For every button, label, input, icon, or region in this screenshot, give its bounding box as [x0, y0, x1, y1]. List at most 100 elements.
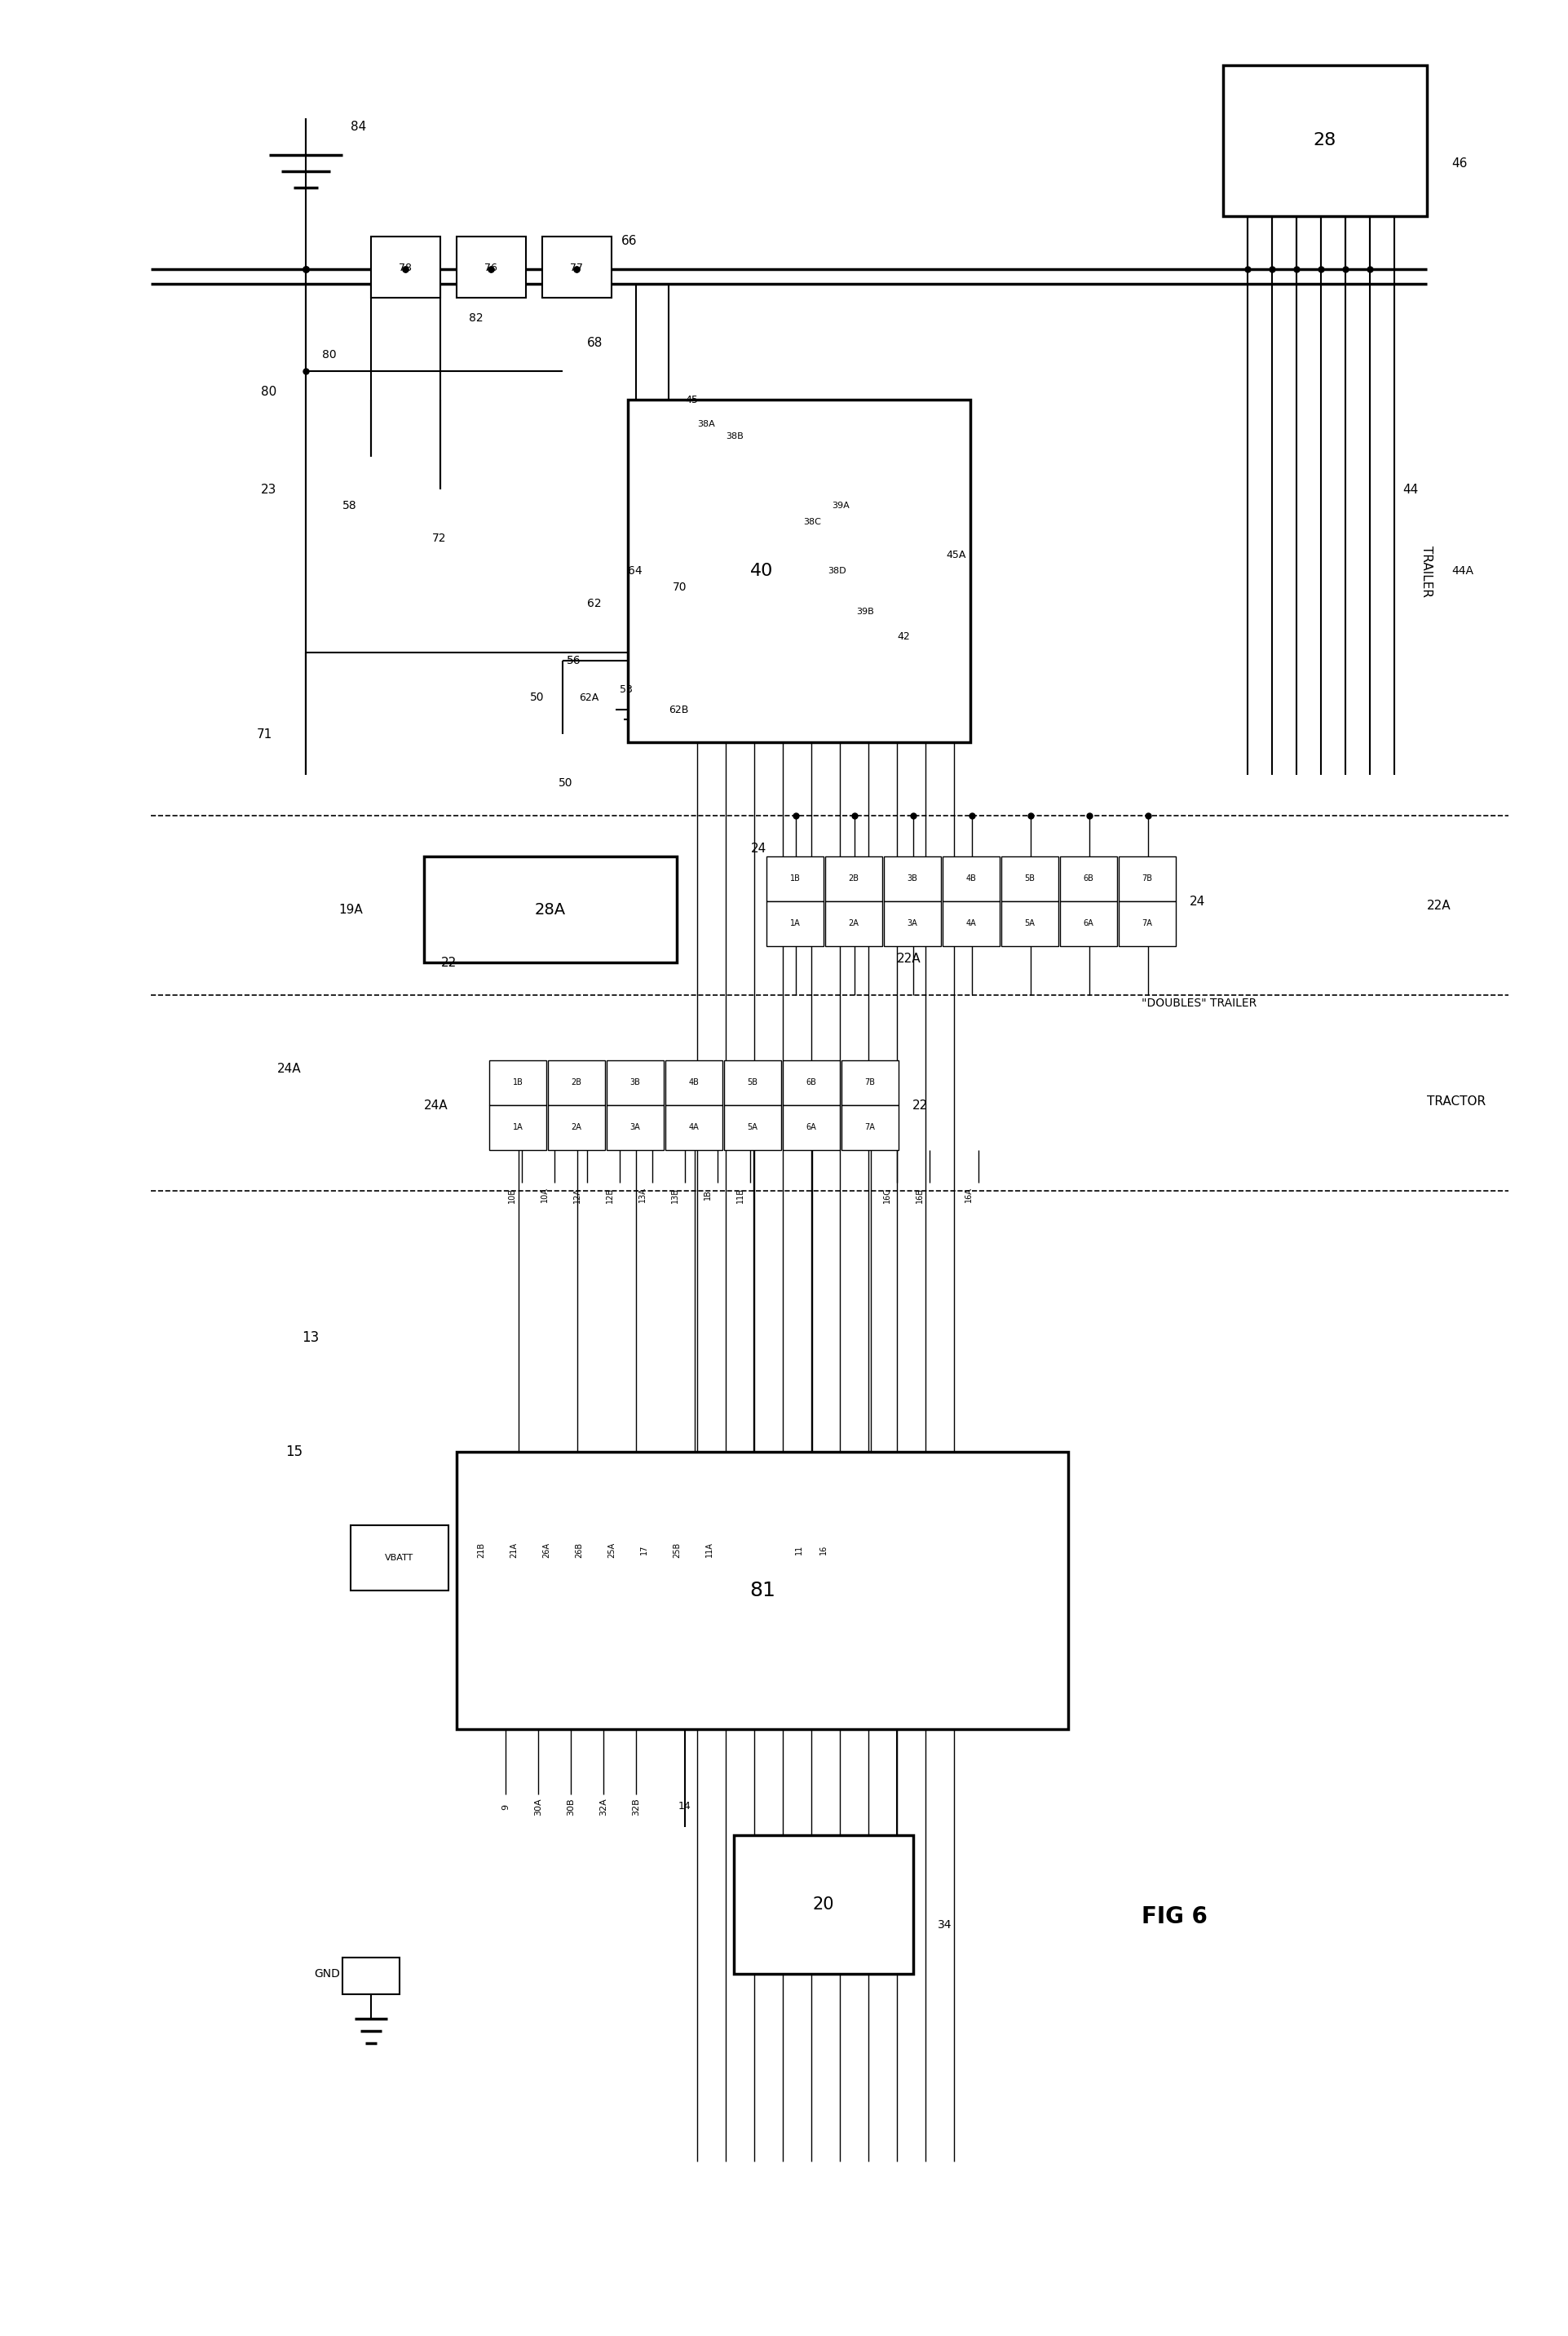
Bar — [840, 1061, 898, 1105]
Text: 26A: 26A — [543, 1542, 550, 1558]
Bar — [1060, 902, 1116, 946]
Bar — [724, 1105, 781, 1149]
Text: 16B: 16B — [916, 1187, 924, 1203]
Text: 28: 28 — [1312, 133, 1336, 150]
Text: 56: 56 — [566, 654, 580, 666]
Bar — [456, 236, 525, 297]
Text: 28A: 28A — [535, 902, 566, 918]
Text: 30B: 30B — [566, 1799, 574, 1815]
Text: 13A: 13A — [638, 1187, 646, 1203]
Bar — [942, 902, 999, 946]
Text: 17: 17 — [640, 1544, 648, 1556]
Text: 24A: 24A — [423, 1098, 448, 1112]
Text: 22: 22 — [441, 955, 456, 969]
Text: 44A: 44A — [1450, 565, 1472, 577]
Bar — [489, 1061, 546, 1105]
Bar — [370, 236, 441, 297]
Text: 44: 44 — [1402, 484, 1417, 495]
Text: 50: 50 — [530, 691, 544, 703]
Bar — [489, 1105, 546, 1149]
Text: 46: 46 — [1450, 157, 1466, 168]
Text: 7A: 7A — [864, 1124, 875, 1131]
Text: 40: 40 — [750, 563, 773, 579]
Text: FIG 6: FIG 6 — [1142, 1906, 1207, 1927]
Bar — [883, 857, 941, 902]
Text: 50: 50 — [558, 778, 572, 790]
Text: 1B: 1B — [513, 1079, 522, 1086]
Bar — [543, 236, 612, 297]
Bar — [782, 1061, 839, 1105]
Text: 45: 45 — [685, 395, 698, 404]
Bar — [767, 857, 823, 902]
Text: TRACTOR: TRACTOR — [1427, 1096, 1485, 1107]
Bar — [767, 902, 823, 946]
Text: 7A: 7A — [1142, 920, 1152, 927]
Text: 78: 78 — [398, 262, 411, 273]
Text: 21B: 21B — [477, 1542, 485, 1558]
Text: 11A: 11A — [706, 1542, 713, 1558]
Text: 3B: 3B — [906, 874, 917, 883]
Text: 1A: 1A — [513, 1124, 522, 1131]
Text: 10B: 10B — [508, 1187, 516, 1203]
Text: 62: 62 — [586, 598, 601, 610]
Text: 3B: 3B — [630, 1079, 640, 1086]
Bar — [342, 1958, 400, 1995]
Bar — [825, 857, 881, 902]
Bar — [1118, 902, 1174, 946]
Text: 70: 70 — [673, 582, 687, 593]
Text: 24: 24 — [1189, 895, 1204, 906]
Bar — [782, 1105, 839, 1149]
Text: 76: 76 — [485, 262, 497, 273]
Text: 2B: 2B — [848, 874, 859, 883]
Text: 80: 80 — [260, 385, 276, 397]
Text: 16: 16 — [818, 1544, 828, 1556]
Text: 32A: 32A — [599, 1799, 607, 1815]
Text: 3A: 3A — [906, 920, 917, 927]
Text: 1B: 1B — [704, 1189, 712, 1201]
Text: 14: 14 — [677, 1801, 691, 1813]
Text: 12B: 12B — [605, 1187, 613, 1203]
Text: 7B: 7B — [864, 1079, 875, 1086]
Text: 34: 34 — [938, 1920, 952, 1930]
Bar — [423, 857, 676, 962]
Text: 71: 71 — [257, 729, 273, 741]
Text: 72: 72 — [431, 533, 447, 544]
Text: 22: 22 — [913, 1098, 928, 1112]
Text: 25A: 25A — [607, 1542, 615, 1558]
Bar — [665, 1061, 721, 1105]
Text: 23: 23 — [260, 484, 276, 495]
Bar — [1223, 65, 1427, 217]
Bar — [665, 1105, 721, 1149]
Text: 19A: 19A — [339, 904, 362, 916]
Text: 62A: 62A — [579, 691, 599, 703]
Text: 11: 11 — [795, 1544, 803, 1556]
Text: 81: 81 — [750, 1581, 775, 1600]
Text: 66: 66 — [621, 234, 637, 248]
Text: 21A: 21A — [510, 1542, 517, 1558]
Bar — [350, 1525, 448, 1591]
Text: 45A: 45A — [946, 549, 966, 561]
Text: 13B: 13B — [671, 1187, 679, 1203]
Text: 26B: 26B — [574, 1542, 583, 1558]
Bar — [1000, 902, 1058, 946]
Text: 5A: 5A — [746, 1124, 757, 1131]
Text: GND: GND — [314, 1969, 340, 1979]
Text: 38C: 38C — [803, 519, 820, 526]
Text: 42: 42 — [897, 631, 909, 642]
Text: 1A: 1A — [789, 920, 800, 927]
Text: 3A: 3A — [630, 1124, 640, 1131]
Text: 15: 15 — [285, 1444, 303, 1460]
Bar — [724, 1061, 781, 1105]
Text: 10A: 10A — [541, 1187, 549, 1203]
Text: 11B: 11B — [735, 1187, 745, 1203]
Text: 4B: 4B — [966, 874, 975, 883]
Text: 38D: 38D — [828, 568, 845, 575]
Text: 2B: 2B — [571, 1079, 582, 1086]
Text: 7B: 7B — [1142, 874, 1152, 883]
Text: 20: 20 — [812, 1897, 834, 1913]
Text: 24A: 24A — [278, 1063, 301, 1075]
Text: 53: 53 — [619, 684, 632, 694]
Text: 80: 80 — [321, 348, 336, 360]
Bar — [883, 902, 941, 946]
Text: 38A: 38A — [696, 420, 715, 427]
